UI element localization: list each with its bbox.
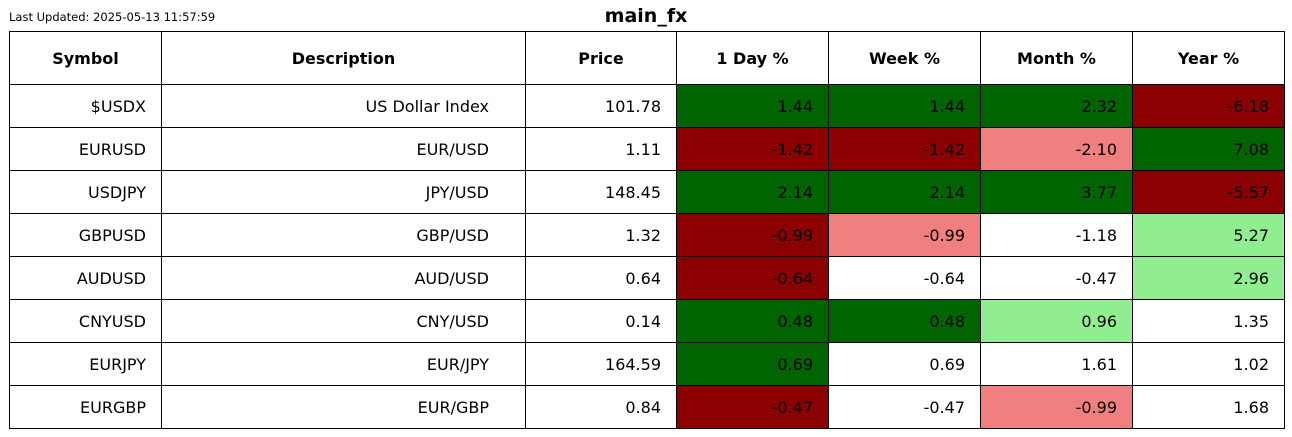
table-row: EURUSD EUR/USD 1.11 -1.42 -1.42 -2.10 7.08 [9,127,1285,171]
column-header-week: Week % [828,31,981,85]
cell-year-pct: 1.35 [1132,299,1285,343]
cell-symbol: EURJPY [9,342,162,386]
cell-description: JPY/USD [161,170,526,214]
table-row: $USDX US Dollar Index 101.78 1.44 1.44 2.32 -6… [9,84,1285,128]
header-row: Symbol Description Price 1 Day % Week % … [9,31,1285,85]
cell-1day-pct: 2.14 [676,170,829,214]
cell-1day-pct: -0.99 [676,213,829,257]
cell-week-pct: 0.69 [828,342,981,386]
table-title: main_fx [604,5,688,27]
cell-month-pct: 3.77 [980,170,1133,214]
cell-year-pct: -6.18 [1132,84,1285,128]
cell-price: 148.45 [525,170,677,214]
cell-price: 0.14 [525,299,677,343]
cell-symbol: EURGBP [9,385,162,429]
cell-week-pct: 1.44 [828,84,981,128]
cell-1day-pct: 1.44 [676,84,829,128]
cell-price: 1.11 [525,127,677,171]
table-row: AUDUSD AUD/USD 0.64 -0.64 -0.64 -0.47 2.96 [9,256,1285,300]
cell-symbol: EURUSD [9,127,162,171]
cell-month-pct: 0.96 [980,299,1133,343]
table-body: $USDX US Dollar Index 101.78 1.44 1.44 2.32 -6… [9,84,1285,429]
fx-table: Symbol Description Price 1 Day % Week % … [9,31,1285,429]
cell-week-pct: -0.64 [828,256,981,300]
column-header-description: Description [161,31,526,85]
cell-description: EUR/JPY [161,342,526,386]
cell-year-pct: -5.57 [1132,170,1285,214]
cell-month-pct: -2.10 [980,127,1133,171]
cell-symbol: GBPUSD [9,213,162,257]
cell-1day-pct: -0.64 [676,256,829,300]
table-row: USDJPY JPY/USD 148.45 2.14 2.14 3.77 -5.57 [9,170,1285,214]
cell-year-pct: 1.68 [1132,385,1285,429]
cell-price: 101.78 [525,84,677,128]
cell-month-pct: 2.32 [980,84,1133,128]
last-updated-label: Last Updated: 2025-05-13 11:57:59 [9,10,216,24]
cell-week-pct: -1.42 [828,127,981,171]
cell-month-pct: 1.61 [980,342,1133,386]
cell-year-pct: 2.96 [1132,256,1285,300]
column-header-month: Month % [980,31,1133,85]
column-header-1day: 1 Day % [676,31,829,85]
cell-week-pct: -0.99 [828,213,981,257]
table-row: GBPUSD GBP/USD 1.32 -0.99 -0.99 -1.18 5.27 [9,213,1285,257]
cell-symbol: CNYUSD [9,299,162,343]
cell-price: 0.64 [525,256,677,300]
table-row: CNYUSD CNY/USD 0.14 0.48 0.48 0.96 1.35 [9,299,1285,343]
cell-week-pct: 0.48 [828,299,981,343]
cell-1day-pct: -1.42 [676,127,829,171]
cell-description: AUD/USD [161,256,526,300]
cell-symbol: AUDUSD [9,256,162,300]
cell-price: 164.59 [525,342,677,386]
cell-month-pct: -0.47 [980,256,1133,300]
cell-1day-pct: 0.69 [676,342,829,386]
cell-description: EUR/USD [161,127,526,171]
cell-year-pct: 5.27 [1132,213,1285,257]
cell-year-pct: 7.08 [1132,127,1285,171]
column-header-year: Year % [1132,31,1285,85]
cell-description: EUR/GBP [161,385,526,429]
cell-week-pct: -0.47 [828,385,981,429]
cell-symbol: $USDX [9,84,162,128]
column-header-symbol: Symbol [9,31,162,85]
cell-price: 1.32 [525,213,677,257]
cell-month-pct: -0.99 [980,385,1133,429]
table-row: EURJPY EUR/JPY 164.59 0.69 0.69 1.61 1.02 [9,342,1285,386]
cell-price: 0.84 [525,385,677,429]
cell-description: US Dollar Index [161,84,526,128]
cell-description: CNY/USD [161,299,526,343]
cell-year-pct: 1.02 [1132,342,1285,386]
table-row: EURGBP EUR/GBP 0.84 -0.47 -0.47 -0.99 1.68 [9,385,1285,429]
cell-week-pct: 2.14 [828,170,981,214]
cell-1day-pct: 0.48 [676,299,829,343]
cell-description: GBP/USD [161,213,526,257]
cell-symbol: USDJPY [9,170,162,214]
cell-1day-pct: -0.47 [676,385,829,429]
cell-month-pct: -1.18 [980,213,1133,257]
column-header-price: Price [525,31,677,85]
